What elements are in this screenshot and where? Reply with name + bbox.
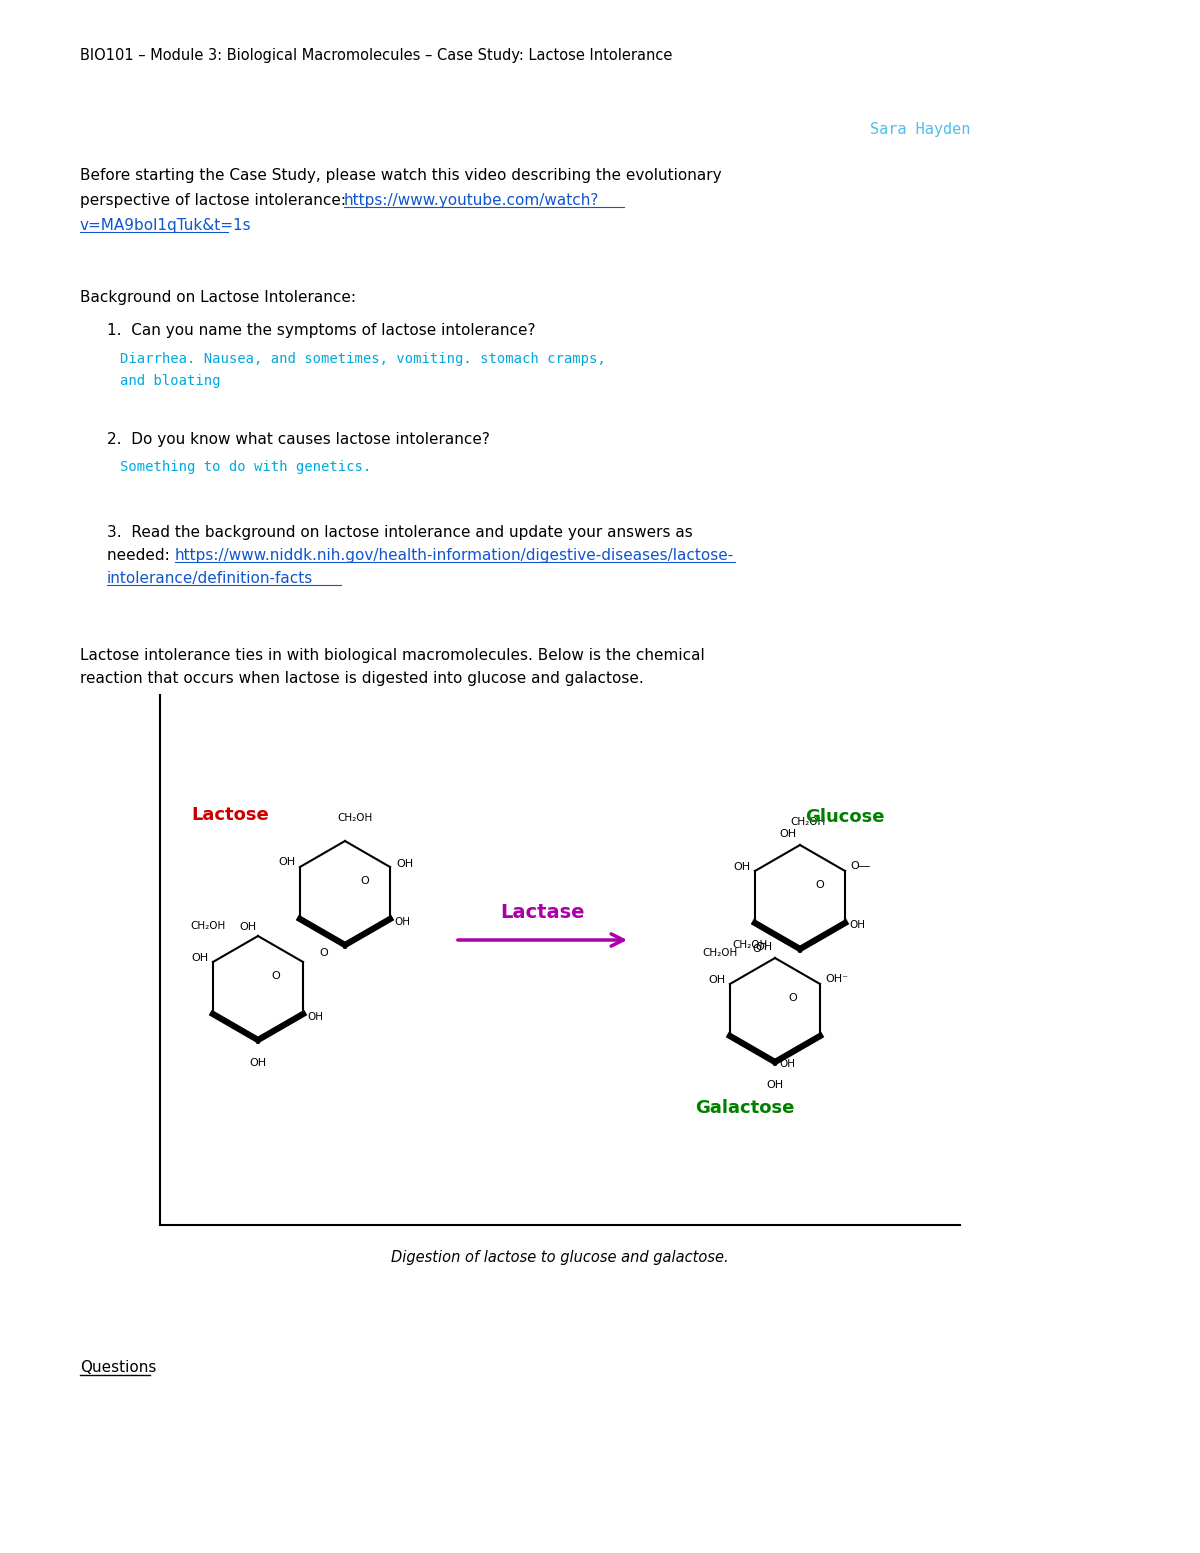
- Text: Galactose: Galactose: [695, 1100, 794, 1117]
- Text: OH: OH: [780, 829, 797, 839]
- Text: O: O: [361, 876, 370, 887]
- Text: OH: OH: [850, 919, 865, 930]
- Text: OH: OH: [767, 1079, 784, 1090]
- Text: OH: OH: [734, 862, 751, 871]
- Text: OH: OH: [239, 922, 256, 932]
- Text: O: O: [816, 881, 824, 890]
- Text: OH: OH: [307, 1013, 323, 1022]
- Text: https://www.niddk.nih.gov/health-information/digestive-diseases/lactose-: https://www.niddk.nih.gov/health-informa…: [175, 548, 734, 564]
- Text: OH: OH: [192, 954, 209, 963]
- Text: Questions: Questions: [80, 1360, 156, 1374]
- Text: BIO101 – Module 3: Biological Macromolecules – Case Study: Lactose Intolerance: BIO101 – Module 3: Biological Macromolec…: [80, 48, 672, 64]
- Text: O: O: [319, 949, 329, 958]
- Text: Lactase: Lactase: [500, 902, 584, 922]
- Text: OH: OH: [278, 857, 296, 867]
- Text: needed:: needed:: [107, 548, 175, 564]
- Text: https://www.youtube.com/watch?: https://www.youtube.com/watch?: [344, 193, 599, 208]
- Text: O: O: [752, 944, 761, 954]
- Text: Something to do with genetics.: Something to do with genetics.: [120, 460, 371, 474]
- Text: OH: OH: [250, 1058, 266, 1068]
- Text: CH₂OH: CH₂OH: [191, 921, 226, 930]
- Text: O―: O―: [850, 860, 870, 871]
- Text: Diarrhea. Nausea, and sometimes, vomiting. stomach cramps,: Diarrhea. Nausea, and sometimes, vomitin…: [120, 353, 606, 367]
- Text: Digestion of lactose to glucose and galactose.: Digestion of lactose to glucose and gala…: [391, 1250, 728, 1266]
- Text: OH: OH: [396, 859, 413, 870]
- Text: OH: OH: [755, 943, 772, 952]
- Text: Background on Lactose Intolerance:: Background on Lactose Intolerance:: [80, 290, 356, 304]
- Text: Glucose: Glucose: [805, 808, 884, 826]
- Text: O: O: [271, 971, 281, 981]
- Text: and bloating: and bloating: [120, 374, 221, 388]
- Text: CH₂OH: CH₂OH: [702, 947, 738, 958]
- Text: Before starting the Case Study, please watch this video describing the evolution: Before starting the Case Study, please w…: [80, 168, 721, 183]
- Text: 1.  Can you name the symptoms of lactose intolerance?: 1. Can you name the symptoms of lactose …: [107, 323, 535, 339]
- Text: Lactose: Lactose: [191, 806, 269, 825]
- Text: perspective of lactose intolerance:: perspective of lactose intolerance:: [80, 193, 350, 208]
- Text: OH⁻: OH⁻: [826, 974, 848, 985]
- Text: 2.  Do you know what causes lactose intolerance?: 2. Do you know what causes lactose intol…: [107, 432, 490, 447]
- Text: CH₂OH: CH₂OH: [337, 814, 373, 823]
- Text: OH: OH: [394, 916, 410, 927]
- Text: 3.  Read the background on lactose intolerance and update your answers as: 3. Read the background on lactose intole…: [107, 525, 692, 540]
- Text: OH: OH: [709, 975, 726, 985]
- Text: intolerance/definition-facts: intolerance/definition-facts: [107, 572, 313, 585]
- Text: OH: OH: [779, 1059, 796, 1068]
- Text: v=MA9bol1qTuk&t=1s: v=MA9bol1qTuk&t=1s: [80, 217, 252, 233]
- Text: O: O: [788, 992, 797, 1003]
- Text: reaction that occurs when lactose is digested into glucose and galactose.: reaction that occurs when lactose is dig…: [80, 671, 643, 686]
- Text: Lactose intolerance ties in with biological macromolecules. Below is the chemica: Lactose intolerance ties in with biologi…: [80, 648, 704, 663]
- Text: Sara Hayden: Sara Hayden: [870, 123, 971, 137]
- Text: CH₂OH: CH₂OH: [732, 941, 768, 950]
- Text: CH₂OH: CH₂OH: [791, 817, 826, 828]
